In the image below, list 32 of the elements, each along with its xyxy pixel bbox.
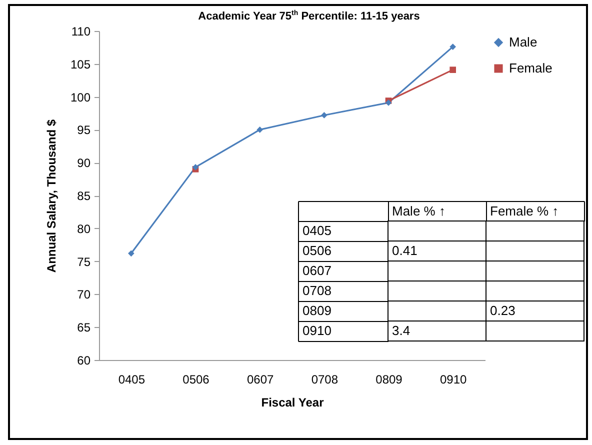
y-tick-label: 0809	[302, 303, 332, 318]
x-tick-label: Male % ↑	[392, 204, 446, 218]
y-tick-label: 0708	[302, 283, 332, 298]
y-tick-label: 65	[77, 320, 91, 335]
x-tick-label: 0809	[376, 372, 403, 386]
legend-label: Male	[509, 34, 538, 50]
chart-title: Academic Year 75$^{th}$ Percentile: 11-15 years	[197, 10, 421, 23]
y-tick-label: 80	[77, 222, 91, 236]
y-tick-label: 0607	[302, 263, 332, 278]
y-tick-label: 90	[77, 156, 91, 170]
y-tick-label: 95	[77, 123, 91, 138]
y-tick-label: 100	[70, 90, 91, 104]
y-tick-label: 110	[71, 24, 91, 38]
x-tick-label: 0405	[118, 372, 146, 386]
x-tick-label: 0607	[246, 372, 274, 386]
y-tick-label: 85	[77, 189, 91, 203]
data-label: 0.41	[392, 243, 418, 258]
legend-label: Female	[509, 60, 552, 76]
y-tick-label: 0506	[302, 243, 332, 258]
x-tick-label: 0910	[440, 372, 468, 386]
y-tick-label: 0405	[302, 223, 332, 238]
data-label: 0.23	[490, 303, 516, 318]
y-tick-label: 70	[77, 288, 91, 302]
y-axis-title: Annual Salary, Thousand $	[44, 119, 58, 273]
x-tick-label: Female % ↑	[490, 204, 559, 218]
x-tick-label: 0506	[182, 372, 210, 386]
y-tick-label: 75	[77, 254, 91, 269]
x-axis-title: Fiscal Year	[261, 396, 324, 410]
y-tick-label: 0910	[302, 323, 332, 338]
y-tick-label: 105	[70, 57, 91, 72]
data-label: 3.4	[392, 323, 410, 338]
y-tick-label: 60	[77, 354, 91, 368]
